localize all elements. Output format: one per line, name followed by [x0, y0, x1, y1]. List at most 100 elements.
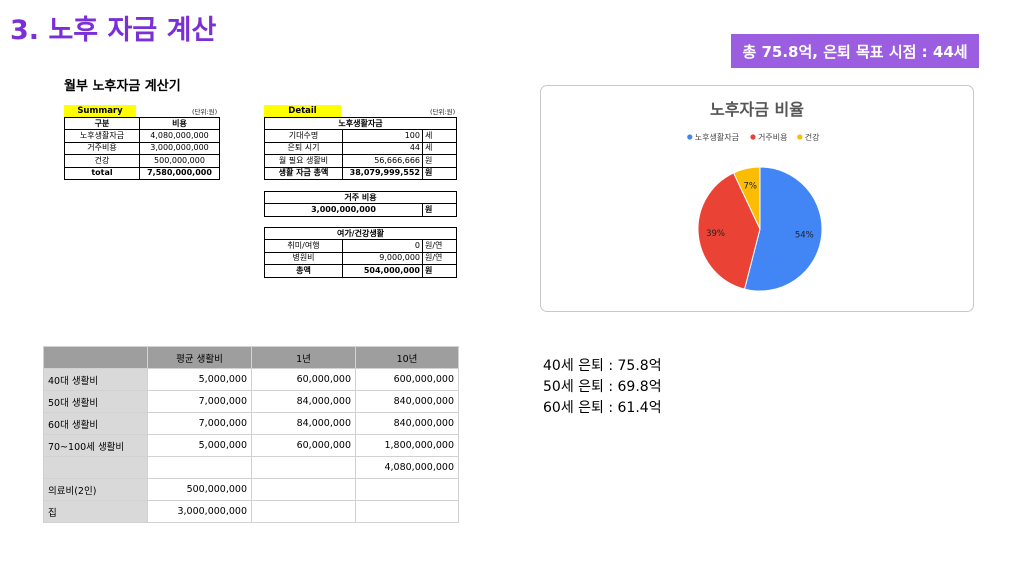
retirement-summary: 40세 은퇴 : 75.8억 50세 은퇴 : 69.8억 60세 은퇴 : 6…	[543, 356, 662, 419]
table-cell: 3,000,000,000	[139, 141, 220, 156]
row-label: 집	[43, 500, 148, 523]
living-cost-table: 평균 생활비 1년 10년 40대 생활비 5,000,000 60,000,0…	[43, 346, 459, 523]
table-title: 거주 비용	[263, 190, 458, 205]
legend-swatch	[750, 134, 756, 140]
column-header: 1년	[251, 346, 356, 369]
table-cell: 7,580,000,000	[139, 166, 220, 180]
table-cell: 56,666,666	[342, 154, 423, 168]
table-cell: 500,000,000	[139, 154, 220, 168]
table-cell: 4,080,000,000	[355, 456, 459, 479]
table-cell: 원/연	[421, 251, 458, 266]
column-header: 10년	[355, 346, 459, 369]
row-label	[43, 456, 148, 479]
slide-title: 3. 노후 자금 계산	[10, 15, 217, 46]
table-cell	[251, 456, 356, 479]
table-row: 생활 자금 총액 38,079,999,552 원	[264, 166, 457, 180]
table-row: 의료비(2인) 500,000,000	[43, 478, 459, 501]
column-header: 평균 생활비	[147, 346, 252, 369]
table-cell: 840,000,000	[355, 390, 459, 413]
table-cell: 100	[342, 129, 423, 143]
table-row: 40대 생활비 5,000,000 60,000,000 600,000,000	[43, 368, 459, 391]
legend-label: 건강	[805, 132, 820, 142]
table-row: 구분 비용	[64, 116, 220, 131]
table-row: 노후생활자금	[264, 116, 457, 131]
table-cell: 84,000,000	[251, 390, 356, 413]
table-cell	[355, 500, 459, 523]
column-header	[43, 346, 148, 369]
living-fund-table: 노후생활자금 기대수명 100 세 은퇴 시기 44 세 월 필요 생활비 56…	[264, 116, 457, 180]
table-cell: 5,000,000	[147, 368, 252, 391]
table-cell: 병원비	[264, 251, 343, 266]
pie-slice	[743, 166, 823, 292]
table-cell: 총액	[264, 264, 343, 278]
table-cell: 0	[342, 239, 423, 253]
table-cell: 세	[422, 141, 457, 156]
pie-slice-labels: 54% 39% 7%	[706, 181, 814, 240]
legend-label: 노후생활자금	[695, 132, 739, 142]
row-label: 의료비(2인)	[43, 478, 148, 501]
pie-slice	[697, 172, 761, 290]
slice-label: 7%	[744, 181, 758, 191]
table-cell: 600,000,000	[355, 368, 459, 391]
legend-swatch	[687, 134, 693, 140]
table-row: 거주 비용	[263, 190, 458, 205]
table-cell: 500,000,000	[147, 478, 252, 501]
table-cell: 월 필요 생활비	[264, 154, 343, 168]
table-cell: 5,000,000	[147, 434, 252, 457]
table-row: 월 필요 생활비 56,666,666 원	[264, 154, 457, 168]
table-row: 취미/여행 0 원/연	[264, 239, 458, 253]
table-cell: 생활 자금 총액	[264, 166, 343, 180]
table-row: 노후생활자금 4,080,000,000	[64, 129, 220, 143]
table-row: 기대수명 100 세	[264, 129, 457, 143]
summary-table: 구분 비용 노후생활자금 4,080,000,000 거주비용 3,000,00…	[64, 116, 220, 180]
table-cell: 원	[421, 203, 458, 217]
table-cell: 원	[421, 264, 458, 278]
table-cell: 9,000,000	[342, 251, 423, 266]
table-row: 건강 500,000,000	[64, 154, 220, 168]
table-cell: 38,079,999,552	[342, 166, 423, 180]
leisure-health-table: 여가/건강생활 취미/여행 0 원/연 병원비 9,000,000 원/연 총액…	[263, 226, 458, 278]
pie-chart: 노후자금 비율 노후생활자금 거주비용 건강 54% 39% 7%	[687, 100, 823, 292]
table-row: 은퇴 시기 44 세	[264, 141, 457, 156]
chart-legend: 노후생활자금 거주비용 건강	[687, 132, 820, 142]
table-cell: 4,080,000,000	[139, 129, 220, 143]
table-cell: 취미/여행	[264, 239, 343, 253]
pie-slices	[697, 166, 823, 292]
table-row: 집 3,000,000,000	[43, 500, 459, 523]
detail-label: Detail	[264, 105, 341, 117]
table-cell: 건강	[64, 154, 140, 168]
detail-unit: (단위:원)	[430, 108, 456, 116]
table-cell: 3,000,000,000	[264, 203, 423, 217]
pie-slice	[732, 166, 761, 230]
legend-swatch	[797, 134, 803, 140]
table-cell: 84,000,000	[251, 412, 356, 435]
table-cell: 1,800,000,000	[355, 434, 459, 457]
detail-header: Detail (단위:원)	[264, 105, 456, 117]
housing-table: 거주 비용 3,000,000,000 원	[263, 190, 458, 217]
table-row: 거주비용 3,000,000,000	[64, 141, 220, 156]
row-label: 40대 생활비	[43, 368, 148, 391]
row-label: 50대 생활비	[43, 390, 148, 413]
summary-line: 50세 은퇴 : 69.8억	[543, 379, 662, 395]
table-cell: 노후생활자금	[64, 129, 140, 143]
slice-label: 39%	[706, 229, 725, 239]
summary-label: Summary	[64, 105, 136, 117]
table-cell: 기대수명	[264, 129, 343, 143]
table-cell: 원/연	[421, 239, 458, 253]
table-row: 70~100세 생활비 5,000,000 60,000,000 1,800,0…	[43, 434, 459, 457]
table-row: total 7,580,000,000	[64, 166, 220, 180]
table-cell: 은퇴 시기	[264, 141, 343, 156]
row-label: 60대 생활비	[43, 412, 148, 435]
table-row: 60대 생활비 7,000,000 84,000,000 840,000,000	[43, 412, 459, 435]
calculator-title: 월부 노후자금 계산기	[64, 79, 181, 94]
table-cell	[355, 478, 459, 501]
table-cell: 7,000,000	[147, 390, 252, 413]
table-row: 총액 504,000,000 원	[264, 264, 458, 278]
table-cell: total	[64, 166, 140, 180]
table-cell: 7,000,000	[147, 412, 252, 435]
pie-chart-card: 노후자금 비율 노후생활자금 거주비용 건강 54% 39% 7%	[540, 85, 974, 312]
table-cell	[251, 478, 356, 501]
table-row: 병원비 9,000,000 원/연	[264, 251, 458, 266]
table-cell: 세	[422, 129, 457, 143]
table-row: 3,000,000,000 원	[264, 203, 458, 217]
